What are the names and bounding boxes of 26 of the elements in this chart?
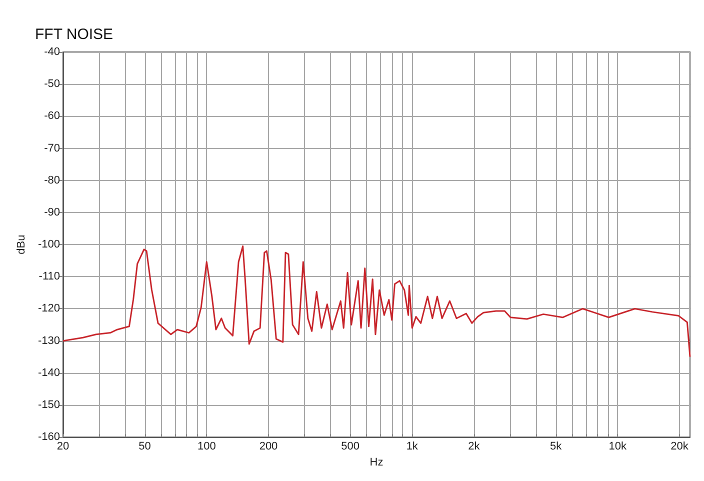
y-tick-label: -150 (38, 399, 60, 412)
x-tick-label: 200 (259, 440, 278, 453)
chart-title: FFT NOISE (35, 26, 114, 43)
y-tick-label: -130 (38, 334, 60, 347)
y-tick-label: -50 (44, 78, 60, 90)
x-axis-title: Hz (370, 456, 384, 468)
y-tick-label: -90 (44, 206, 60, 218)
x-tick-label: 20 (56, 440, 70, 453)
x-tick-label: 10k (608, 440, 627, 453)
x-tick-label: 500 (341, 440, 360, 453)
y-axis-title: dBu (16, 234, 28, 254)
x-tick-label: 100 (197, 440, 216, 453)
y-tick-label: -40 (44, 46, 60, 58)
y-tick-label: -70 (44, 142, 60, 154)
y-tick-label: -110 (38, 270, 60, 283)
y-tick-label: -120 (38, 302, 60, 315)
x-tick-label: 2k (468, 440, 480, 453)
y-tick-label: -100 (38, 238, 60, 251)
y-tick-label: -140 (38, 366, 60, 379)
y-tick-label: -80 (44, 174, 60, 186)
x-tick-label: 5k (550, 440, 562, 453)
y-tick-label: -60 (44, 110, 60, 122)
y-tick-label: -160 (38, 431, 60, 444)
x-tick-label: 1k (406, 440, 418, 453)
x-tick-label: 50 (138, 440, 151, 453)
x-tick-label: 20k (670, 440, 689, 453)
